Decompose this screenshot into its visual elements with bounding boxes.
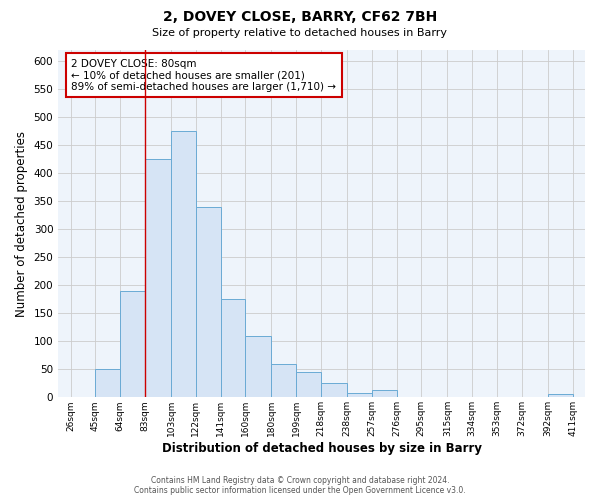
Bar <box>95 370 120 398</box>
Bar <box>196 207 221 398</box>
Bar <box>145 159 171 398</box>
Bar <box>548 394 572 398</box>
Bar <box>221 300 245 398</box>
Bar <box>347 393 372 398</box>
Y-axis label: Number of detached properties: Number of detached properties <box>15 130 28 316</box>
Text: 2, DOVEY CLOSE, BARRY, CF62 7BH: 2, DOVEY CLOSE, BARRY, CF62 7BH <box>163 10 437 24</box>
Text: Size of property relative to detached houses in Barry: Size of property relative to detached ho… <box>152 28 448 38</box>
Text: Contains HM Land Registry data © Crown copyright and database right 2024.
Contai: Contains HM Land Registry data © Crown c… <box>134 476 466 495</box>
Bar <box>372 390 397 398</box>
Bar <box>171 131 196 398</box>
Bar <box>296 372 321 398</box>
Text: 2 DOVEY CLOSE: 80sqm
← 10% of detached houses are smaller (201)
89% of semi-deta: 2 DOVEY CLOSE: 80sqm ← 10% of detached h… <box>71 58 337 92</box>
Bar <box>321 384 347 398</box>
Bar <box>245 336 271 398</box>
Bar <box>271 364 296 398</box>
Bar <box>120 291 145 398</box>
X-axis label: Distribution of detached houses by size in Barry: Distribution of detached houses by size … <box>161 442 482 455</box>
